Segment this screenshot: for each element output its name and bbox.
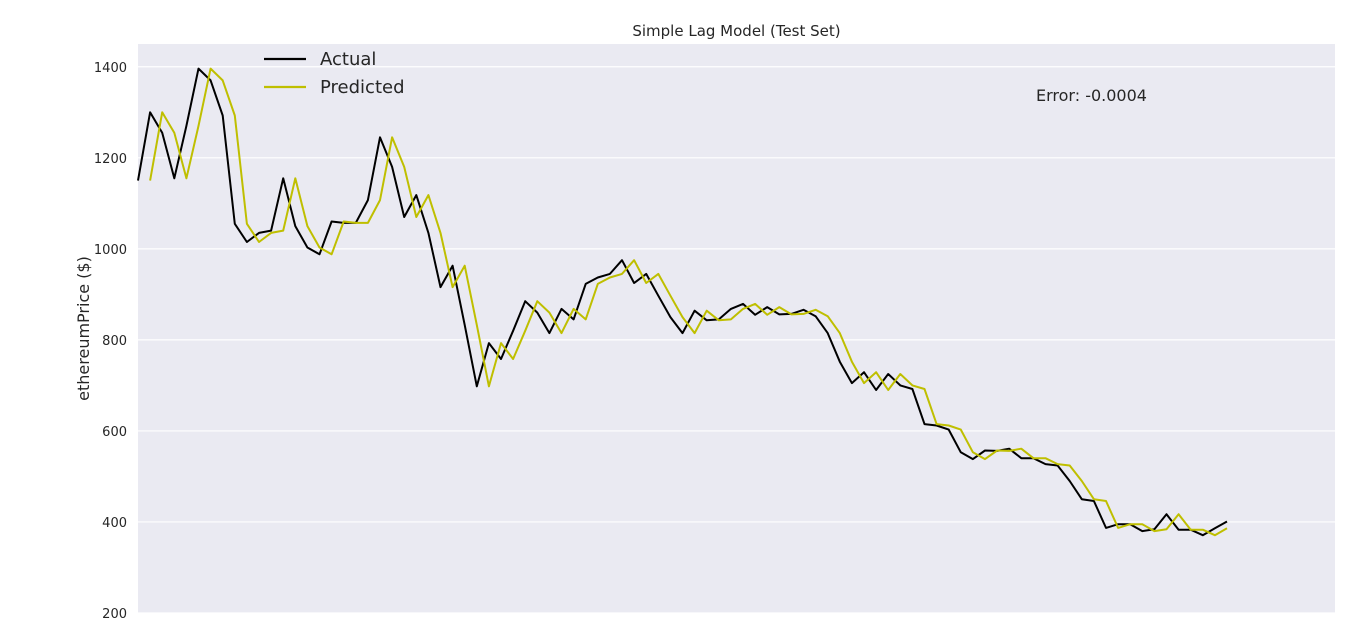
series-lines	[137, 67, 1228, 537]
y-axis-ticks: 200 400 600 800 1000 1200 1400	[94, 61, 127, 622]
y-tick-label: 1200	[94, 152, 127, 167]
y-tick-label: 600	[102, 425, 127, 440]
chart-title: Simple Lag Model (Test Set)	[632, 22, 840, 40]
plot-area	[138, 44, 1335, 613]
series-line-actual	[137, 67, 1228, 537]
y-tick-label: 1400	[94, 61, 127, 76]
error-annotation: Error: -0.0004	[1036, 86, 1147, 105]
y-tick-label: 200	[102, 607, 127, 622]
y-tick-label: 400	[102, 516, 127, 531]
grid-lines	[138, 66, 1335, 614]
legend: Actual Predicted	[264, 49, 405, 98]
y-tick-label: 1000	[94, 243, 127, 258]
legend-label-actual: Actual	[320, 49, 376, 70]
y-tick-label: 800	[102, 334, 127, 349]
series-line-predicted	[149, 67, 1228, 537]
y-axis-label: ethereumPrice ($)	[74, 256, 93, 401]
legend-label-predicted: Predicted	[320, 77, 405, 98]
